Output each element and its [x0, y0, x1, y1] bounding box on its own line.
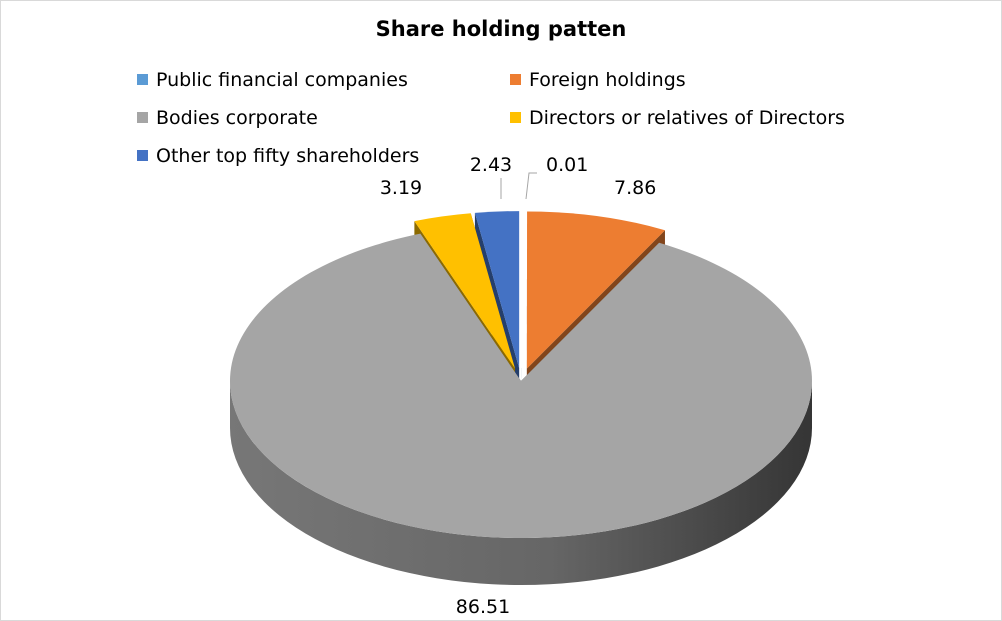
legend-swatch [510, 74, 521, 85]
chart-title: Share holding patten [375, 17, 627, 41]
legend-swatch [137, 150, 148, 161]
legend-item-bodies-corporate: Bodies corporate [137, 107, 318, 129]
legend-swatch [137, 112, 148, 123]
legend-label: Bodies corporate [156, 107, 318, 129]
data-label: 86.51 [456, 596, 510, 618]
legend-swatch [137, 74, 148, 85]
pie-slice-directors-or-relatives-of-directors [414, 213, 515, 369]
legend-item-foreign-holdings: Foreign holdings [510, 69, 686, 91]
data-label: 7.86 [614, 177, 656, 199]
pie-slice-other-top-fifty-shareholders [474, 211, 520, 369]
legend-item-directors: Directors or relatives of Directors [510, 107, 845, 129]
pie-data-labels: 0.01 7.86 86.51 3.19 2.43 [380, 154, 656, 618]
legend-label: Directors or relatives of Directors [529, 107, 845, 129]
legend-swatch [510, 112, 521, 123]
legend-label: Foreign holdings [529, 69, 686, 91]
pie-slice-bodies-corporate [229, 233, 813, 539]
pie-slice-wall [230, 381, 812, 585]
legend-item-other-top-fifty: Other top fifty shareholders [137, 145, 419, 167]
legend-item-public-financial-companies: Public financial companies [137, 69, 408, 91]
data-label: 3.19 [380, 177, 422, 199]
pie-top-faces [229, 210, 813, 539]
pie-slice-foreign-holdings [526, 211, 665, 369]
data-label: 0.01 [546, 154, 588, 176]
legend-label: Public financial companies [156, 69, 408, 91]
data-label: 2.43 [470, 154, 512, 176]
legend-label: Other top fifty shareholders [156, 145, 420, 167]
data-label-leader-line [525, 172, 537, 200]
